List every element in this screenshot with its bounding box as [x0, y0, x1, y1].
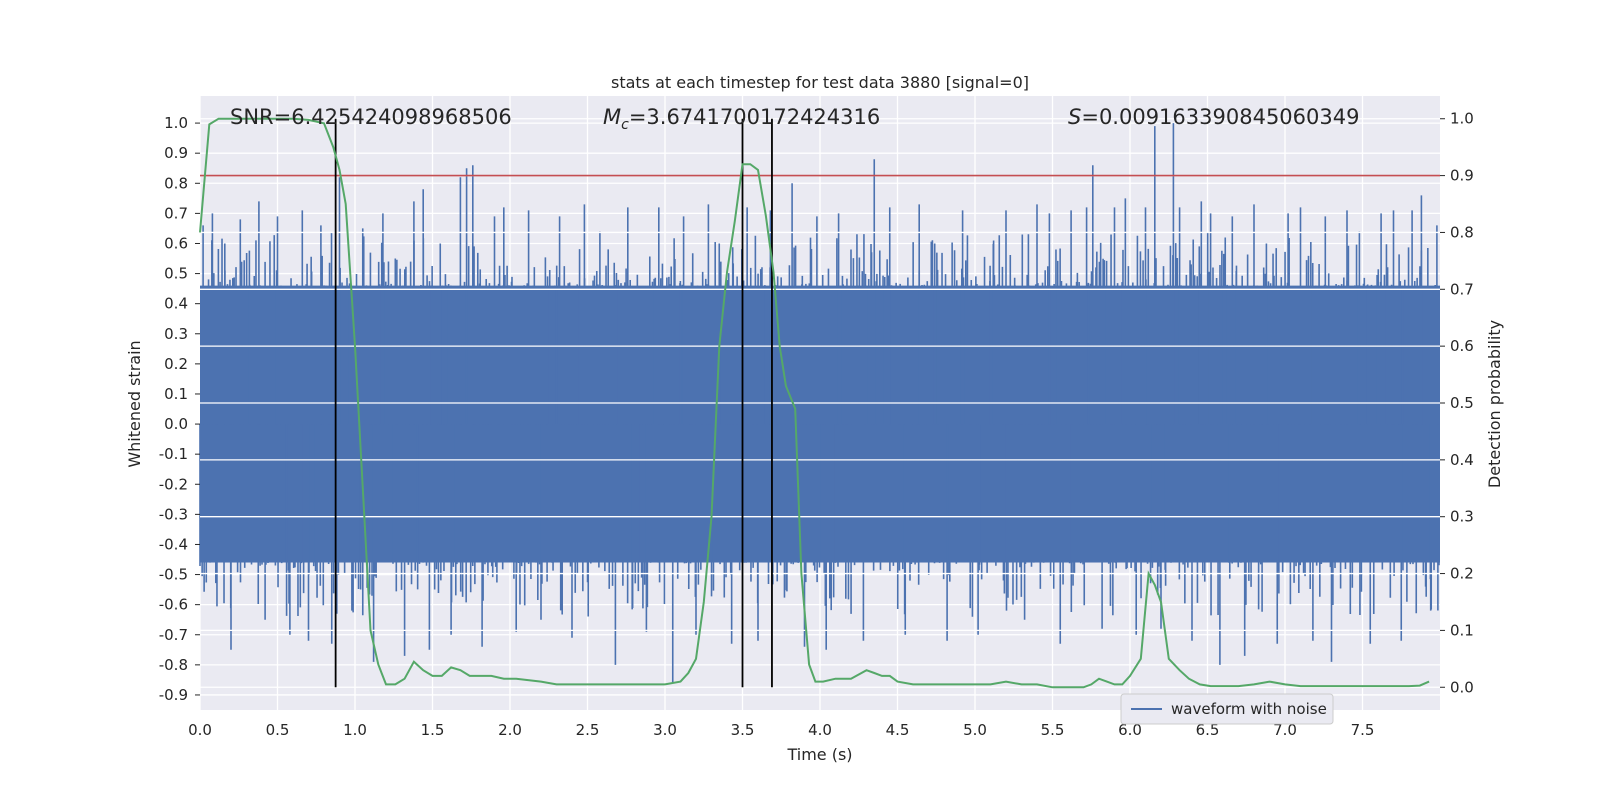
- y-tick-label: 0.6: [164, 234, 188, 252]
- snr-annotation: SNR=6.425424098968506: [230, 105, 512, 129]
- y-tick-label: 0.2: [164, 355, 188, 373]
- y-tick-label: -0.3: [159, 505, 188, 523]
- legend: waveform with noise: [1120, 693, 1334, 725]
- vertical-markers: [334, 118, 773, 688]
- s-symbol: S: [1068, 105, 1081, 129]
- y-axis-label: Whitened strain: [125, 340, 144, 467]
- y2-tick-label: 0.3: [1450, 508, 1474, 526]
- mc-symbol: M: [603, 105, 621, 129]
- y-tick-label: 0.4: [164, 295, 188, 313]
- y2-tick-label: 0.7: [1450, 280, 1474, 298]
- mc-subscript: c: [621, 117, 629, 133]
- chart-title: stats at each timestep for test data 388…: [611, 73, 1029, 92]
- x-tick-label: 4.5: [886, 721, 910, 739]
- y2-tick-label: 0.1: [1450, 621, 1474, 639]
- y2-tick-label: 0.0: [1450, 678, 1474, 696]
- mc-annotation: Mc=3.6741700172424316: [603, 105, 880, 133]
- s-annotation: S=0.009163390845060349: [1068, 105, 1359, 129]
- y-tick-label: 1.0: [164, 114, 188, 132]
- probability-series: [199, 117, 1430, 689]
- y-tick-label: -0.6: [159, 596, 188, 614]
- y2-tick-label: 1.0: [1450, 110, 1474, 128]
- y2-tick-label: 0.5: [1450, 394, 1474, 412]
- x-tick-label: 3.0: [653, 721, 677, 739]
- x-tick-label: 6.5: [1196, 721, 1220, 739]
- y2-tick-label: 0.4: [1450, 451, 1474, 469]
- x-tick-label: 7.0: [1273, 721, 1297, 739]
- x-tick-label: 0.5: [266, 721, 290, 739]
- ticks: 0.0 0.5 1.0 1.5 2.0 2.5 3.0 3.5 4.0 4.5 5.0 5.5 6.0 6…: [159, 110, 1474, 739]
- x-tick-label: 0.0: [188, 721, 212, 739]
- y-tick-label: 0.9: [164, 144, 188, 162]
- y-tick-label: -0.2: [159, 475, 188, 493]
- legend-box: [1120, 693, 1334, 725]
- y-tick-label: 0.5: [164, 265, 188, 283]
- y2-tick-label: 0.8: [1450, 223, 1474, 241]
- x-axis-label: Time (s): [786, 745, 852, 764]
- y-tick-label: 0.8: [164, 174, 188, 192]
- y-tick-label: 0.3: [164, 325, 188, 343]
- y-tick-label: 0.1: [164, 385, 188, 403]
- y2-tick-label: 0.9: [1450, 167, 1474, 185]
- y-tick-label: -0.8: [159, 656, 188, 674]
- y-tick-label: -0.9: [159, 686, 188, 704]
- x-tick-label: 4.0: [808, 721, 832, 739]
- x-tick-label: 5.5: [1041, 721, 1065, 739]
- probability-line: [199, 117, 1430, 689]
- x-tick-label: 5.0: [963, 721, 987, 739]
- y-tick-label: 0.7: [164, 204, 188, 222]
- y-tick-label: -0.4: [159, 535, 188, 553]
- y2-tick-label: 0.2: [1450, 565, 1474, 583]
- y-tick-label: -0.5: [159, 566, 188, 584]
- x-tick-label: 7.5: [1351, 721, 1375, 739]
- y2-axis-label: Detection probability: [1485, 320, 1504, 488]
- mc-value: =3.6741700172424316: [629, 105, 880, 129]
- x-tick-label: 1.5: [421, 721, 445, 739]
- y2-tick-label: 0.6: [1450, 337, 1474, 355]
- s-value: =0.009163390845060349: [1081, 105, 1359, 129]
- y-tick-label: -0.7: [159, 626, 188, 644]
- y-tick-label: 0.0: [164, 415, 188, 433]
- x-tick-label: 6.0: [1118, 721, 1142, 739]
- legend-label: waveform with noise: [1171, 700, 1327, 718]
- x-tick-label: 3.5: [731, 721, 755, 739]
- x-tick-label: 1.0: [343, 721, 367, 739]
- y-tick-label: -0.1: [159, 445, 188, 463]
- x-tick-label: 2.5: [576, 721, 600, 739]
- x-tick-label: 2.0: [498, 721, 522, 739]
